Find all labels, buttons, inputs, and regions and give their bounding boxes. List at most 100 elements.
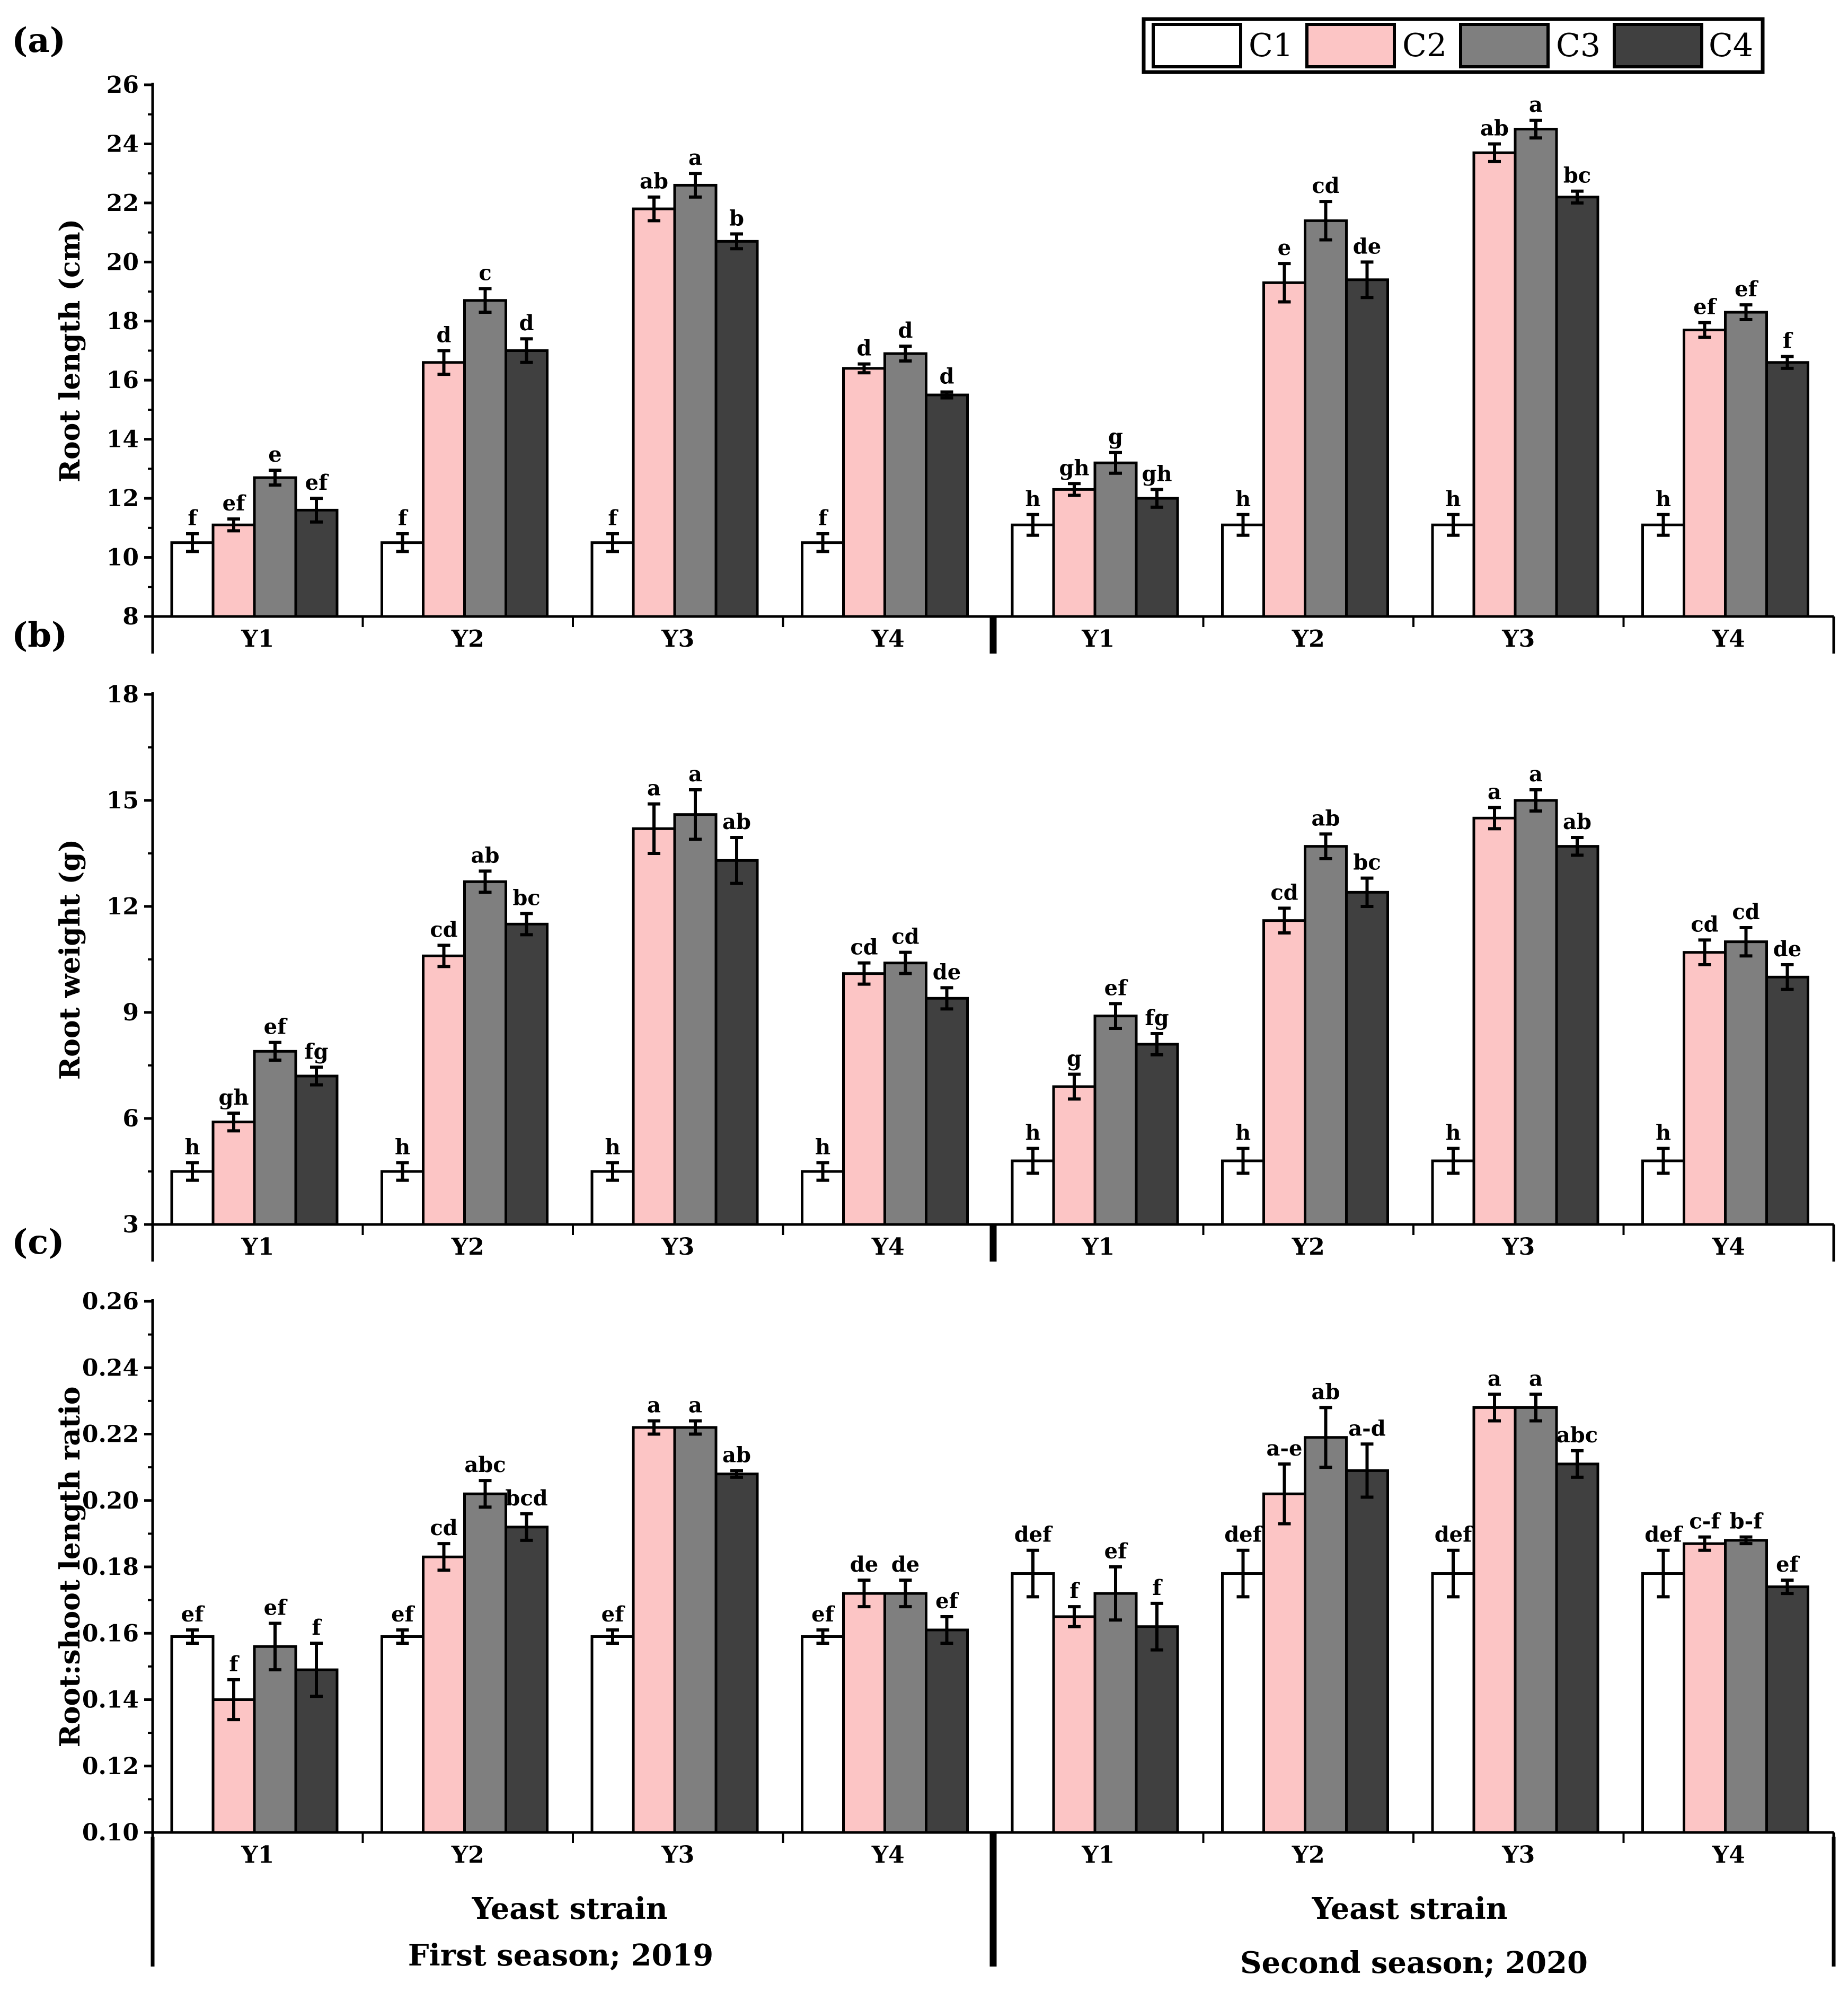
bar-c1 [1641, 523, 1685, 618]
bar-c3 [463, 880, 507, 1226]
y-tick-label: 9 [122, 999, 139, 1026]
legend-swatch-c1 [1152, 23, 1242, 68]
bar-c3 [1093, 1592, 1138, 1834]
category-label: Y4 [1712, 1841, 1745, 1868]
significance-label: c [479, 260, 491, 285]
bar-c2 [632, 207, 676, 618]
legend-label-c4: C4 [1709, 27, 1753, 64]
panel-c-chart: 0.10 0.12 0.14 0.16 0.18 0.20 0.22 0.24 0.26 Root… [54, 1288, 1835, 1870]
significance-label: a [1529, 92, 1543, 117]
significance-label: ab [471, 843, 500, 868]
category-label: Y4 [1712, 1233, 1745, 1260]
category-label: Y3 [1501, 1233, 1535, 1260]
y-axis-title: Root length (cm) [54, 219, 86, 483]
bar-c3 [253, 476, 297, 618]
bar-c1 [381, 541, 425, 618]
bar-c2 [422, 954, 466, 1226]
category-label: Y4 [871, 1233, 905, 1260]
significance-label: h [1445, 487, 1461, 512]
y-tick-label: 18 [107, 681, 139, 708]
bar-c1 [381, 1635, 425, 1834]
significance-label: ef [811, 1602, 835, 1627]
bar-c1 [1431, 1572, 1475, 1834]
significance-label: gh [218, 1085, 249, 1110]
footer-xlabel-right: Yeast strain [1311, 1891, 1507, 1926]
significance-label: cd [1312, 173, 1339, 198]
bar-c4 [1555, 845, 1599, 1226]
significance-label: cd [430, 917, 457, 942]
bar-c4 [1555, 196, 1599, 618]
significance-label: h [1656, 1121, 1671, 1145]
significance-label: h [184, 1134, 200, 1159]
panel-label-a: (a) [12, 21, 66, 60]
significance-label: cd [1732, 900, 1759, 924]
bar-c4 [1765, 361, 1809, 618]
significance-label: ef [602, 1602, 625, 1627]
bar-c1 [170, 1635, 215, 1834]
category-label: Y1 [241, 625, 274, 653]
bar-c3 [1304, 219, 1348, 618]
bar-c2 [1052, 1085, 1097, 1226]
bar-c3 [1724, 1539, 1768, 1834]
significance-label: bcd [505, 1486, 547, 1511]
bar-c4 [1345, 278, 1389, 618]
footer-season-right: Second season; 2020 [1240, 1945, 1588, 1980]
significance-label: cd [430, 1515, 457, 1540]
significance-label: d [857, 336, 872, 361]
significance-label: ab [722, 1442, 751, 1467]
significance-label: ef [1776, 1552, 1800, 1577]
significance-label: def [1014, 1522, 1053, 1547]
significance-label: ef [264, 1595, 288, 1620]
significance-label: abc [1557, 1423, 1598, 1448]
bar-c1 [1011, 1572, 1055, 1834]
significance-label: ab [722, 809, 751, 834]
bar-c4 [294, 1074, 339, 1226]
category-label: Y3 [1501, 625, 1535, 653]
significance-label: def [1435, 1522, 1473, 1547]
category-label: Y3 [661, 1233, 694, 1260]
footer: Yeast strain Yeast strain First season; … [151, 1832, 1836, 1980]
significance-label: d [437, 323, 452, 348]
y-tick-label: 0.12 [82, 1753, 139, 1780]
significance-label: h [1656, 487, 1671, 512]
significance-label: a [688, 1392, 702, 1417]
significance-label: cd [1270, 880, 1298, 905]
significance-label: f [312, 1615, 322, 1640]
bar-c2 [1683, 951, 1727, 1226]
significance-label: h [1235, 487, 1251, 512]
significance-label: a [688, 145, 702, 170]
significance-label: f [1069, 1579, 1080, 1603]
bar-c3 [1514, 1406, 1558, 1834]
bar-c2 [632, 827, 676, 1226]
significance-label: f [188, 506, 198, 531]
bar-c3 [1724, 311, 1768, 618]
bar-c1 [590, 541, 635, 618]
significance-label: b-f [1730, 1509, 1764, 1534]
bar-c2 [422, 361, 466, 618]
significance-label: ef [1735, 277, 1758, 302]
bar-c3 [1514, 799, 1558, 1226]
category-label: Y1 [1081, 625, 1115, 653]
y-tick-label: 24 [107, 130, 139, 157]
significance-label: c-f [1689, 1509, 1721, 1534]
bar-c4 [505, 349, 549, 618]
significance-label: f [818, 506, 829, 531]
bar-c4 [1765, 1585, 1809, 1834]
legend-frame [1142, 17, 1765, 74]
y-tick-label: 20 [107, 249, 139, 276]
bar-c2 [1262, 1492, 1306, 1834]
category-label: Y1 [1081, 1233, 1115, 1260]
bar-c3 [1093, 1015, 1138, 1226]
bar-c4 [1135, 1043, 1179, 1226]
bar-c4 [1555, 1462, 1599, 1834]
footer-xlabel-left: Yeast strain [471, 1891, 667, 1926]
y-tick-label: 16 [107, 367, 139, 394]
bar-c2 [1472, 816, 1517, 1226]
bar-c2 [842, 1592, 886, 1834]
y-tick-label: 0.10 [82, 1819, 139, 1846]
significance-label: de [933, 959, 961, 984]
significance-label: ab [1563, 809, 1591, 834]
y-tick-label: 8 [122, 603, 139, 630]
